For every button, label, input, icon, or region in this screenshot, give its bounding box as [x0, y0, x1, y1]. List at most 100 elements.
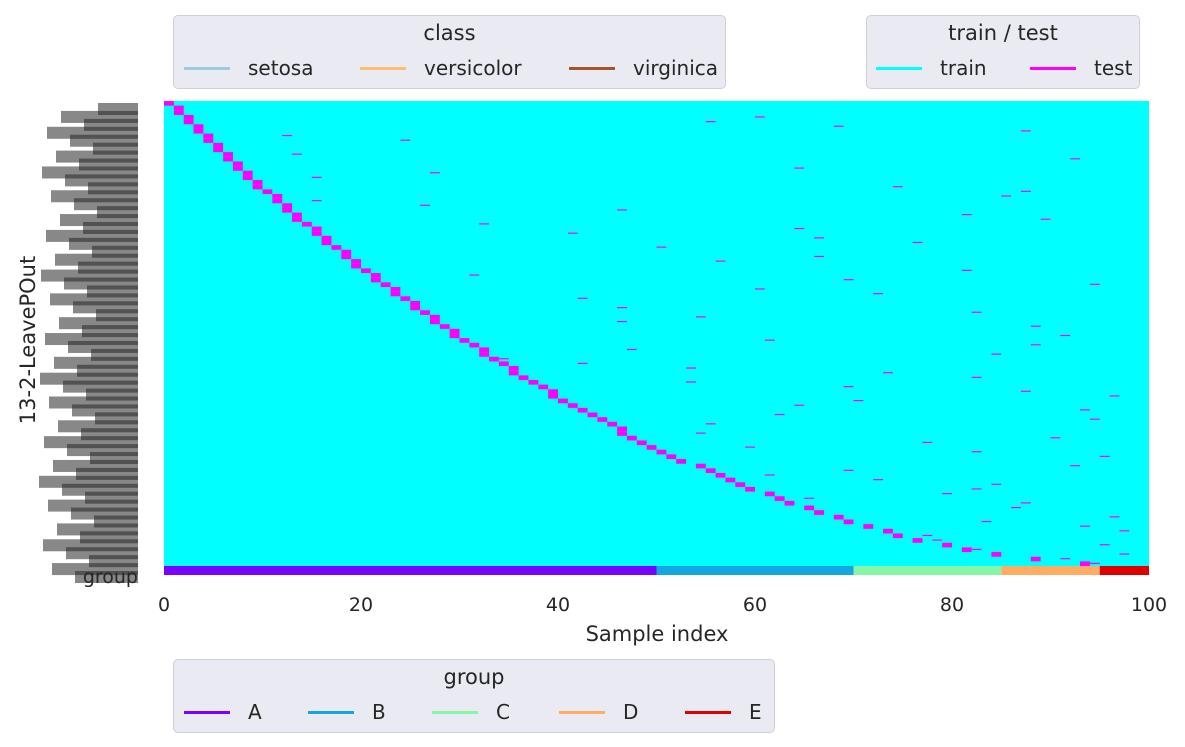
test-cell-scatter	[1080, 409, 1090, 411]
test-cell-diagonal	[429, 314, 440, 320]
test-cell-diagonal	[164, 101, 174, 106]
test-cell-scatter	[942, 492, 952, 495]
test-cell-diagonal	[321, 235, 332, 241]
test-cell-diagonal	[587, 412, 598, 418]
test-cell-scatter	[804, 497, 815, 499]
test-cell-scatter	[922, 441, 933, 444]
test-cell-diagonal	[203, 133, 214, 139]
test-cell-scatter	[833, 125, 844, 127]
test-cell-scatter	[1109, 395, 1120, 397]
test-cell-scatter	[1070, 158, 1081, 160]
test-cell-scatter	[814, 255, 824, 258]
test-cell-diagonal	[390, 291, 401, 297]
test-cell-diagonal	[676, 459, 687, 464]
test-cell-scatter	[843, 386, 854, 388]
test-cell-scatter	[843, 469, 854, 471]
test-cell-diagonal	[380, 282, 391, 287]
plot-area	[164, 101, 1149, 566]
train-background	[164, 101, 1149, 566]
x-tick-label: 100	[1131, 594, 1167, 616]
test-cell-scatter	[971, 376, 982, 378]
test-cell-diagonal	[508, 366, 519, 371]
test-cell-diagonal	[961, 547, 972, 553]
test-cell-scatter	[755, 288, 765, 290]
test-cell-diagonal	[232, 166, 243, 171]
test-cell-diagonal	[1080, 561, 1090, 566]
x-tick-label: 60	[743, 594, 767, 616]
test-cell-scatter	[686, 367, 696, 369]
test-cell-diagonal	[764, 491, 775, 497]
test-cell-diagonal	[469, 342, 480, 348]
test-cell-diagonal	[666, 454, 677, 460]
test-cell-scatter	[971, 311, 982, 313]
test-cell-diagonal	[400, 296, 411, 301]
test-cell-diagonal	[351, 259, 361, 264]
test-cell-scatter	[971, 451, 982, 453]
test-cell-diagonal	[479, 347, 490, 353]
test-cell-diagonal	[942, 542, 952, 548]
test-cell-scatter	[1109, 516, 1120, 518]
test-cell-diagonal	[183, 114, 194, 120]
test-cell-diagonal	[1030, 556, 1041, 562]
test-cell-diagonal	[774, 496, 785, 501]
test-swatch	[1030, 67, 1076, 70]
test-cell-diagonal	[370, 273, 381, 278]
test-cell-scatter	[883, 372, 893, 374]
test-cell-diagonal	[892, 533, 903, 539]
test-cell-scatter	[794, 167, 805, 169]
test-cell-scatter	[774, 413, 785, 416]
group-a-swatch	[184, 711, 230, 714]
test-cell-diagonal	[183, 119, 194, 125]
test-cell-scatter	[932, 539, 943, 541]
test-cell-diagonal	[282, 207, 293, 213]
test-cell-scatter	[705, 423, 716, 425]
x-axis-ticks: 0 20 40 60 80 100	[158, 594, 1167, 616]
test-cell-diagonal	[518, 375, 529, 380]
test-cell-diagonal	[538, 384, 549, 390]
test-cell-scatter	[1030, 325, 1041, 327]
group-d-swatch	[559, 711, 605, 714]
test-cell-scatter	[1030, 344, 1041, 346]
test-cell-diagonal	[833, 514, 844, 520]
test-cell-scatter	[695, 316, 706, 318]
test-cell-diagonal	[489, 356, 499, 362]
test-cell-diagonal	[242, 170, 253, 176]
x-axis-label: Sample index	[586, 622, 729, 646]
test-cell-diagonal	[242, 175, 253, 181]
legend-group-title: group	[443, 665, 505, 689]
test-cell-scatter	[991, 353, 1002, 355]
y-axis-ticks: group	[39, 103, 138, 588]
legend-label-d: D	[623, 700, 639, 724]
legend-label-test: test	[1094, 56, 1133, 80]
test-cell-diagonal	[498, 361, 509, 367]
test-cell-diagonal	[528, 380, 539, 385]
test-cell-scatter	[498, 358, 509, 360]
test-cell-diagonal	[745, 486, 755, 492]
test-cell-diagonal	[203, 138, 214, 143]
legend-group: group A B C D E	[173, 659, 775, 733]
test-cell-diagonal	[626, 435, 637, 441]
test-cell-diagonal	[558, 398, 568, 404]
test-cell-scatter	[479, 223, 490, 225]
test-cell-diagonal	[725, 477, 736, 483]
test-cell-scatter	[873, 293, 884, 295]
test-cell-scatter	[656, 246, 667, 248]
test-cell-diagonal	[341, 254, 352, 260]
test-cell-diagonal	[193, 124, 204, 129]
test-cell-scatter	[1119, 530, 1130, 532]
test-cell-diagonal	[361, 268, 371, 274]
test-cell-scatter	[794, 227, 805, 230]
test-cell-diagonal	[262, 189, 273, 194]
test-cell-diagonal	[370, 277, 381, 283]
test-cell-diagonal	[577, 407, 588, 413]
group-segment-d	[1001, 566, 1100, 575]
test-cell-scatter	[971, 548, 982, 550]
test-cell-scatter	[755, 116, 765, 118]
test-cell-scatter	[1070, 465, 1081, 467]
legend-train-test: train / test train test	[866, 15, 1140, 89]
test-cell-diagonal	[784, 500, 795, 506]
group-b-swatch	[308, 711, 354, 714]
test-cell-diagonal	[695, 463, 706, 469]
group-segment-c	[853, 566, 1002, 575]
test-cell-scatter	[1020, 502, 1031, 504]
